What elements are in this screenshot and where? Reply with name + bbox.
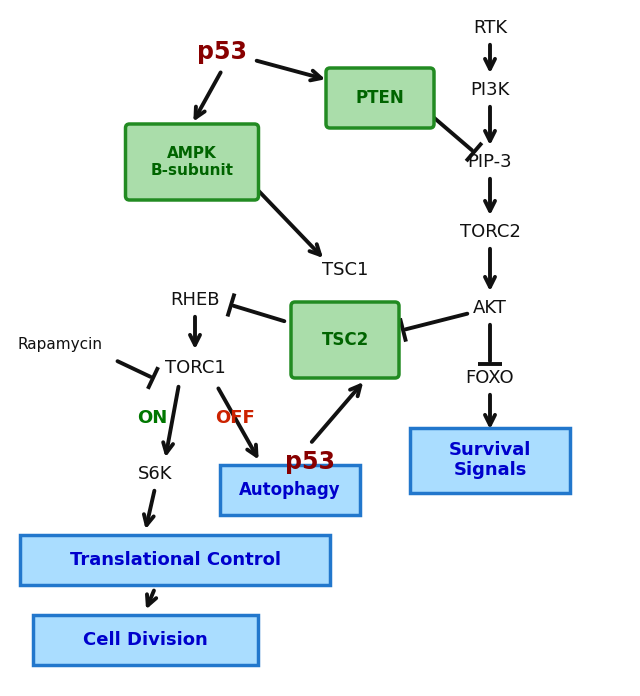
Text: p53: p53: [197, 40, 247, 64]
Text: Rapamycin: Rapamycin: [17, 338, 102, 352]
FancyBboxPatch shape: [33, 615, 257, 665]
Text: PIP-3: PIP-3: [468, 153, 512, 171]
Text: FOXO: FOXO: [466, 369, 515, 387]
Text: Cell Division: Cell Division: [83, 631, 207, 649]
Text: AKT: AKT: [473, 299, 507, 317]
FancyBboxPatch shape: [220, 465, 360, 515]
FancyBboxPatch shape: [291, 302, 399, 378]
Text: ON: ON: [137, 409, 167, 427]
Text: p53: p53: [285, 450, 335, 474]
FancyBboxPatch shape: [326, 68, 434, 128]
Text: RHEB: RHEB: [170, 291, 220, 309]
Text: Translational Control: Translational Control: [70, 551, 280, 569]
Text: PI3K: PI3K: [470, 81, 509, 99]
FancyBboxPatch shape: [20, 535, 330, 585]
FancyBboxPatch shape: [125, 124, 259, 200]
Text: Autophagy: Autophagy: [239, 481, 341, 499]
Text: TORC1: TORC1: [164, 359, 225, 377]
Text: AMPK
B-subunit: AMPK B-subunit: [150, 145, 234, 178]
Text: RTK: RTK: [473, 19, 507, 37]
FancyBboxPatch shape: [410, 427, 570, 493]
Text: PTEN: PTEN: [356, 89, 404, 107]
Text: S6K: S6K: [138, 465, 172, 483]
Text: Survival
Signals: Survival Signals: [449, 441, 531, 480]
Text: OFF: OFF: [215, 409, 255, 427]
Text: TORC2: TORC2: [460, 223, 520, 241]
Text: TSC1: TSC1: [322, 261, 368, 279]
Text: TSC2: TSC2: [321, 331, 369, 349]
